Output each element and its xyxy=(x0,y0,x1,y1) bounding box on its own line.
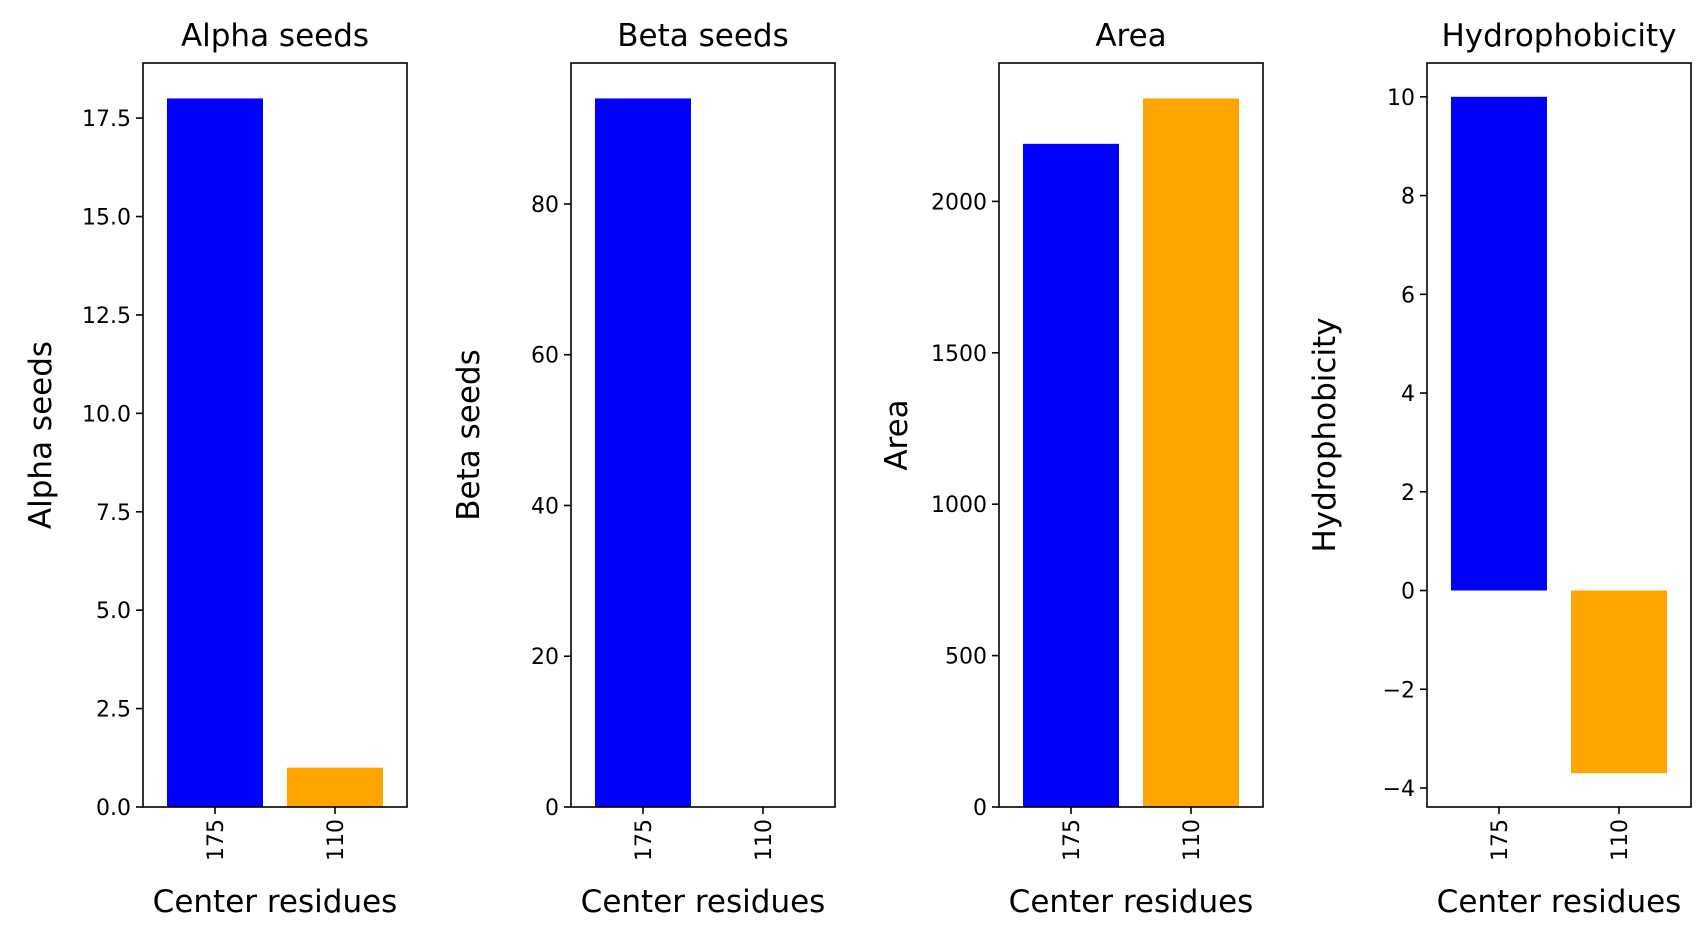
x-tick-label: 175 xyxy=(632,819,657,861)
chart-title: Area xyxy=(1095,18,1166,54)
x-tick-label: 110 xyxy=(1608,819,1633,861)
y-tick-label: 7.5 xyxy=(96,501,131,526)
y-tick-label: 10.0 xyxy=(82,402,131,427)
y-axis-label: Hydrophobicity xyxy=(1307,317,1343,552)
chart-title: Beta seeds xyxy=(617,18,788,54)
y-tick-label: 5.0 xyxy=(96,599,131,624)
y-tick-label: 15.0 xyxy=(82,206,131,231)
y-tick-label: 0 xyxy=(1401,580,1415,605)
y-tick-label: 80 xyxy=(531,193,559,218)
y-tick-label: 2 xyxy=(1401,481,1415,506)
chart-panel: 0.0 2.5 5.0 7.5 10.0 12.5 15.0 17.5 175 110 Alpha … xyxy=(23,18,408,920)
x-axis-label: Center residues xyxy=(1437,884,1682,920)
y-tick-label: −4 xyxy=(1383,777,1415,802)
chart-panel: −4 −2 0 2 4 6 8 10 175 110 Hydrophobicity Center re… xyxy=(1307,18,1692,920)
bar xyxy=(287,767,383,807)
y-tick-label: 2.5 xyxy=(96,698,131,723)
y-tick-label: 0 xyxy=(973,796,987,821)
y-tick-label: 8 xyxy=(1401,185,1415,210)
y-tick-label: 12.5 xyxy=(82,304,131,329)
chart-panel: 0 500 1000 1500 2000 175 110 Area Center residue… xyxy=(879,18,1264,920)
axes-frame xyxy=(570,62,836,808)
y-tick-label: 1500 xyxy=(931,342,987,367)
bar xyxy=(1571,590,1667,774)
y-tick-label: 20 xyxy=(531,645,559,670)
x-axis-label: Center residues xyxy=(153,884,398,920)
chart-title: Hydrophobicity xyxy=(1441,18,1676,54)
y-tick-label: −2 xyxy=(1383,678,1415,703)
bar xyxy=(595,98,691,807)
bar xyxy=(1143,98,1239,807)
bar xyxy=(1451,96,1547,591)
x-tick-label: 110 xyxy=(752,819,777,861)
x-tick-label: 175 xyxy=(204,819,229,861)
axes-frame xyxy=(142,62,408,808)
y-tick-label: 0 xyxy=(545,796,559,821)
axes-frame xyxy=(1426,62,1692,808)
axes-frame xyxy=(998,62,1264,808)
y-tick-label: 2000 xyxy=(931,190,987,215)
y-axis-label: Beta seeds xyxy=(451,349,487,520)
y-axis-label: Area xyxy=(879,399,915,470)
y-tick-label: 17.5 xyxy=(82,107,131,132)
y-tick-label: 4 xyxy=(1401,382,1415,407)
bar xyxy=(1023,143,1119,807)
x-axis-label: Center residues xyxy=(581,884,826,920)
chart-panel: 0 20 40 60 80 175 110 Beta seeds Center residues… xyxy=(451,18,836,920)
y-axis-label: Alpha seeds xyxy=(23,341,59,529)
y-tick-label: 40 xyxy=(531,494,559,519)
x-tick-label: 110 xyxy=(324,819,349,861)
bar xyxy=(167,98,263,807)
y-tick-label: 6 xyxy=(1401,283,1415,308)
x-tick-label: 175 xyxy=(1060,819,1085,861)
x-tick-label: 175 xyxy=(1488,819,1513,861)
x-tick-label: 110 xyxy=(1180,819,1205,861)
y-tick-label: 0.0 xyxy=(96,796,131,821)
chart-title: Alpha seeds xyxy=(181,18,369,54)
y-tick-label: 10 xyxy=(1387,86,1415,111)
y-tick-label: 1000 xyxy=(931,493,987,518)
x-axis-label: Center residues xyxy=(1009,884,1254,920)
y-tick-label: 60 xyxy=(531,344,559,369)
y-tick-label: 500 xyxy=(945,645,987,670)
